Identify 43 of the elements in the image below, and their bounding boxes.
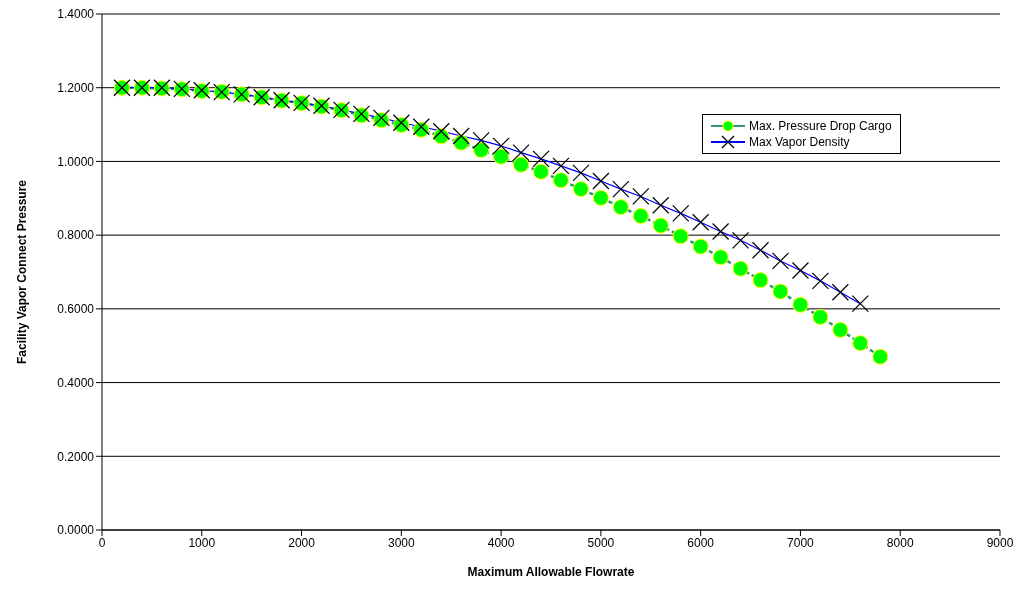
x-tick-label: 9000 [986, 535, 1014, 550]
x-tick-label: 1000 [188, 535, 216, 550]
x-tick-label: 7000 [787, 535, 815, 550]
point [632, 207, 649, 224]
y-tick-label: 0.2000 [57, 449, 95, 464]
point [852, 335, 869, 352]
x-tick-label: 2000 [288, 535, 316, 550]
y-tick-label: 0.4000 [57, 375, 95, 390]
y-tick-label: 1.4000 [57, 7, 95, 22]
y-tick-label: 0.6000 [57, 302, 95, 317]
point [712, 249, 729, 266]
point [612, 199, 629, 216]
point [572, 181, 589, 198]
point [592, 189, 609, 206]
x-axis-title: Maximum Allowable Flowrate [467, 565, 635, 579]
y-tick-label: 0.0000 [57, 523, 95, 538]
point [473, 142, 490, 158]
x-tick-label: 4000 [487, 535, 515, 550]
y-tick-label: 1.0000 [57, 154, 95, 169]
y-axis-title: Facility Vapor Connect Pressure [15, 179, 30, 365]
legend-label: Max. Pressure Drop Cargo [749, 118, 892, 134]
x-tick-label: 0 [98, 535, 106, 550]
point [792, 296, 809, 313]
point [832, 321, 849, 338]
point [493, 148, 510, 165]
point [552, 172, 569, 189]
x-tick-label: 6000 [687, 535, 715, 550]
x-tick-label: 3000 [387, 535, 415, 550]
point [812, 308, 829, 325]
point [692, 238, 709, 255]
point [772, 283, 789, 300]
point [872, 348, 889, 365]
x-tick-label: 5000 [587, 535, 615, 550]
point [513, 156, 530, 173]
point [533, 163, 550, 180]
legend-label: Max Vapor Density [749, 134, 850, 150]
point [732, 260, 749, 277]
point [672, 228, 689, 245]
y-tick-label: 0.8000 [57, 228, 95, 243]
x-tick-label: 8000 [886, 535, 914, 550]
y-tick-label: 1.2000 [57, 80, 95, 95]
point [652, 217, 669, 234]
point [752, 272, 769, 289]
